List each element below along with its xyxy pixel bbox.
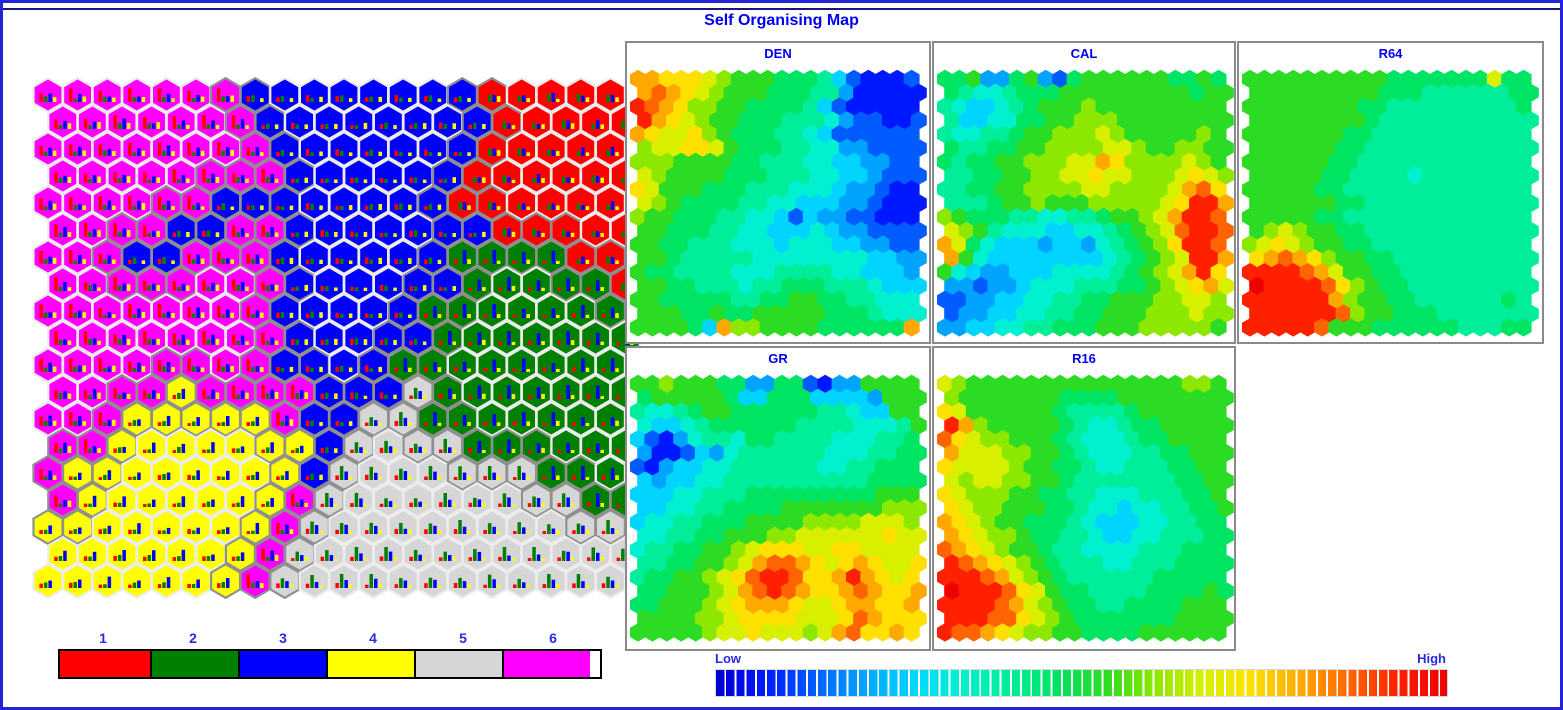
colorbar-high-label: High <box>1417 651 1446 666</box>
panel-den: DEN <box>625 41 931 344</box>
panel-cal: CAL <box>932 41 1236 344</box>
heatmap-r64 <box>1242 69 1539 337</box>
som-hex-grid <box>32 76 641 600</box>
legend-number-2: 2 <box>189 630 197 646</box>
legend-swatch-2 <box>150 651 238 677</box>
som-cluster-map <box>32 76 641 600</box>
panel-label-r64: R64 <box>1378 46 1403 61</box>
legend-number-3: 3 <box>279 630 287 646</box>
heatmap-r16 <box>937 374 1234 642</box>
panel-label-den: DEN <box>764 46 792 61</box>
cluster-legend-numbers: 1 2 3 4 5 6 <box>58 630 598 646</box>
legend-swatch-6 <box>502 651 590 677</box>
legend-swatch-3 <box>238 651 326 677</box>
panel-r16: R16 <box>932 346 1236 651</box>
panel-gr: GR <box>625 346 931 651</box>
legend-number-6: 6 <box>549 630 557 646</box>
colorbar-gradient <box>715 669 1448 697</box>
legend-number-4: 4 <box>369 630 377 646</box>
panel-label-gr: GR <box>768 351 788 366</box>
legend-swatch-5 <box>414 651 502 677</box>
legend-swatch-4 <box>326 651 414 677</box>
colorbar-low-label: Low <box>715 651 741 666</box>
legend-swatch-1 <box>60 651 150 677</box>
page-title: Self Organising Map <box>704 12 859 29</box>
panel-label-cal: CAL <box>1070 46 1098 61</box>
heatmap-den <box>630 69 927 337</box>
window-inner-border <box>3 8 1560 10</box>
panel-r64: R64 <box>1237 41 1544 344</box>
panel-label-r16: R16 <box>1072 351 1096 366</box>
heatmap-gr <box>630 374 927 642</box>
heatmap-cal <box>937 69 1234 337</box>
legend-number-5: 5 <box>459 630 467 646</box>
cluster-legend <box>58 649 602 679</box>
legend-number-1: 1 <box>99 630 107 646</box>
